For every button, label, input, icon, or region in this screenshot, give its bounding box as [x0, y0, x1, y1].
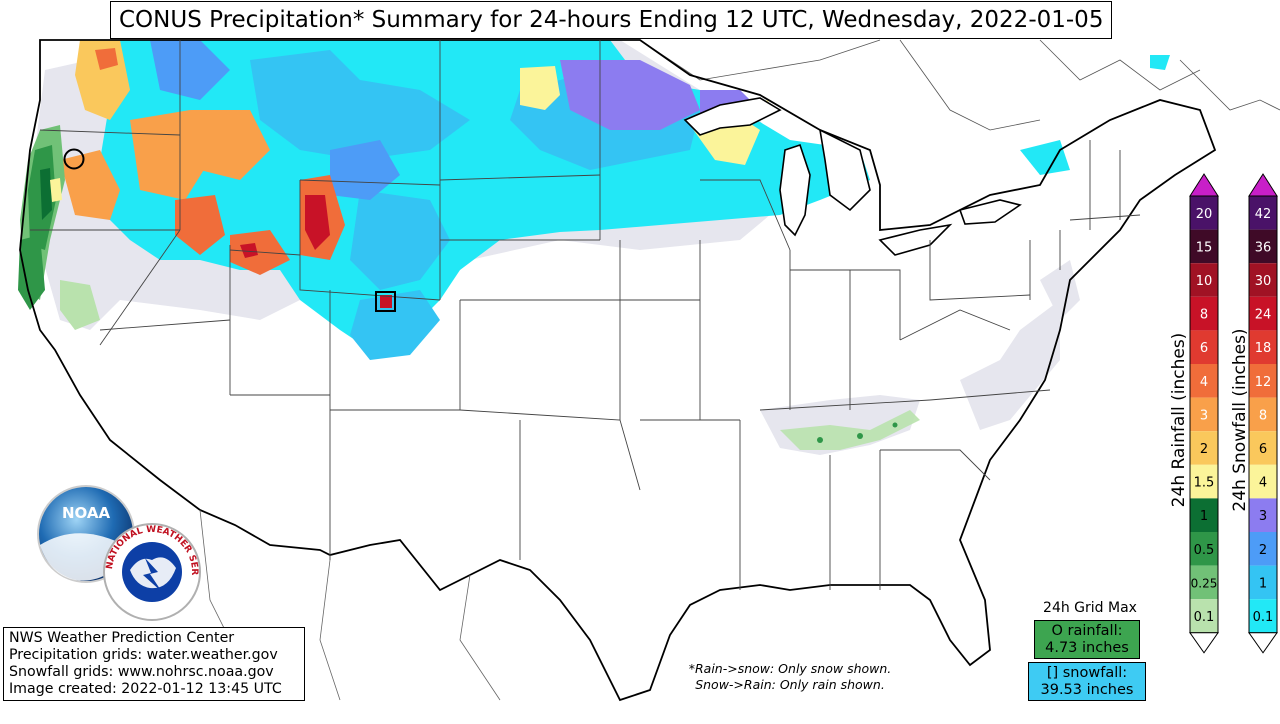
rain-max-label: O rainfall:: [1051, 623, 1123, 639]
rain-legend-tick-label: 1.5: [1194, 476, 1215, 491]
snow-legend-swatch: [1249, 532, 1277, 566]
info-line-created: Image created: 2022-01-12 13:45 UTC: [9, 681, 282, 697]
snow-legend-swatch: [1249, 196, 1277, 230]
us-outline: [19, 39, 1217, 702]
snow-legend-tick-label: 2: [1259, 543, 1267, 558]
great-lakes: [683, 97, 1022, 256]
rain-colorbar-label: 24h Rainfall (inches): [1169, 332, 1189, 508]
snow-legend-tick-label: 4: [1259, 476, 1267, 491]
snow-legend-tick-label: 36: [1255, 240, 1272, 255]
rain-legend-tick-label: 0.1: [1194, 610, 1215, 625]
snow-legend-tick-label: 12: [1255, 375, 1272, 390]
snow-legend-tick-label: 8: [1259, 408, 1267, 423]
snow-legend-swatch: [1249, 431, 1277, 465]
snow-legend-tick-label: 0.1: [1253, 610, 1274, 625]
precip-layer: [18, 40, 1170, 455]
info-line-center: NWS Weather Prediction Center: [9, 630, 235, 646]
rain-legend-tick-label: 10: [1196, 274, 1213, 289]
rain-legend-tick-label: 3: [1200, 408, 1208, 423]
noaa-logo-text: NOAA: [62, 504, 111, 522]
rain-legend-swatch: [1190, 364, 1218, 398]
note-rain-to-snow: *Rain->snow: Only snow shown.: [688, 661, 892, 676]
snow-legend-swatch: [1249, 599, 1277, 633]
snow-max-value: 39.53 inches: [1040, 682, 1134, 698]
snow-colorbar: 42 36 30 24 18 12 8 6 4 3 2 1 0.1: [1248, 173, 1278, 654]
rain-legend-swatch: [1190, 397, 1218, 432]
info-line-snow-source: Snowfall grids: www.nohrsc.noaa.gov: [9, 664, 274, 680]
rain-legend-swatch: [1190, 464, 1218, 499]
snow-legend-swatch: [1249, 263, 1277, 297]
rain-legend-tick-label: 2: [1200, 442, 1208, 457]
snow-legend-swatch: [1249, 229, 1277, 264]
snow-legend-swatch: [1249, 364, 1277, 398]
snow-max-marker-icon: [375, 291, 396, 312]
rain-legend-swatch: [1190, 599, 1218, 633]
rain-legend-tick-label: 0.25: [1191, 576, 1218, 590]
rain-legend-swatch: [1190, 229, 1218, 264]
rain-legend-swatch: [1190, 296, 1218, 331]
snow-legend-tick-label: 6: [1259, 442, 1267, 457]
snow-legend-tick-label: 3: [1259, 509, 1267, 524]
snow-max-label: [] snowfall:: [1046, 665, 1128, 681]
rain-legend-tick-label: 20: [1196, 207, 1213, 222]
rain-max-marker-icon: [63, 148, 85, 170]
state-borders: [30, 40, 1141, 590]
snow-legend-tick-label: 30: [1255, 274, 1272, 289]
rain-legend-swatch: [1190, 532, 1218, 566]
neighbor-borders: [639, 39, 1280, 131]
snow-legend-swatch: [1249, 330, 1277, 364]
rain-legend-tick-label: 0.5: [1194, 543, 1215, 558]
rain-legend-swatch: [1190, 431, 1218, 465]
rain-legend-swatch: [1190, 330, 1218, 364]
rain-colorbar: 20 15 10 8 6 4 3 2 1.5 1 0.5 0.25 0.1: [1189, 173, 1219, 654]
rain-legend-swatch: [1190, 565, 1218, 600]
rain-legend-bottom-arrow-icon: [1189, 632, 1219, 654]
snow-legend-bottom-arrow-icon: [1248, 632, 1278, 654]
snow-legend-swatch: [1249, 464, 1277, 499]
info-line-precip-source: Precipitation grids: water.weather.gov: [9, 647, 278, 663]
rain-legend-tick-label: 1: [1200, 509, 1208, 524]
snow-legend-tick-label: 42: [1255, 207, 1272, 222]
rain-legend-swatch: [1190, 263, 1218, 297]
rain-legend-tick-label: 6: [1200, 341, 1208, 356]
snow-legend-swatch: [1249, 296, 1277, 331]
rain-max-box: O rainfall: 4.73 inches: [1034, 620, 1140, 659]
grid-max-heading: 24h Grid Max: [1043, 600, 1137, 616]
snow-legend-swatch: [1249, 565, 1277, 600]
rain-legend-tick-label: 8: [1200, 308, 1208, 323]
snow-colorbar-label: 24h Snowfall (inches): [1230, 328, 1250, 512]
snow-legend-swatch: [1249, 498, 1277, 532]
rain-legend-tick-label: 15: [1196, 240, 1213, 255]
rain-legend-swatch: [1190, 196, 1218, 230]
rain-legend-swatch: [1190, 498, 1218, 532]
map-title: CONUS Precipitation* Summary for 24-hour…: [110, 1, 1113, 39]
rain-legend-tick-label: 4: [1200, 375, 1208, 390]
rain-max-value: 4.73 inches: [1045, 640, 1129, 656]
rain-snow-notes: *Rain->snow: Only snow shown. Snow->Rain…: [650, 661, 930, 693]
snow-legend-swatch: [1249, 397, 1277, 432]
info-box: NWS Weather Prediction Center Precipitat…: [3, 627, 305, 701]
snow-legend-tick-label: 24: [1255, 308, 1272, 323]
note-snow-to-rain: Snow->Rain: Only rain shown.: [695, 677, 885, 692]
snow-legend-tick-label: 18: [1255, 341, 1272, 356]
snow-max-box: [] snowfall: 39.53 inches: [1028, 662, 1146, 701]
snow-legend-tick-label: 1: [1259, 576, 1267, 591]
